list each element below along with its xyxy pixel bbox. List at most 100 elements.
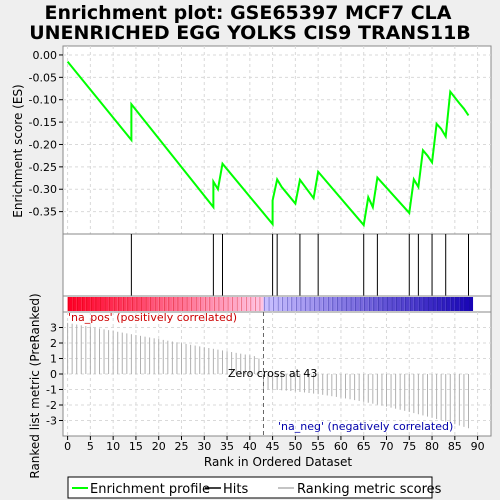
x-tick-label: 60 [334,440,348,453]
enrichment-profile-line [66,61,470,228]
color-bar-segment [418,297,423,311]
color-bar-segment [268,297,273,311]
color-bar-segment [459,297,464,311]
color-bar-segment [154,297,159,311]
color-bar-segment [281,297,287,311]
color-bar-segment [149,297,155,311]
color-bar-segment [190,297,196,311]
es-y-tick-label: -0.05 [29,71,57,84]
x-tick-label: 55 [311,440,325,453]
color-bar-segment [227,297,232,311]
x-tick-label: 20 [152,440,166,453]
x-axis: 0 5 10 15 20 25 30 35 40 45 50 55 60 65 70 75 80 85 90 [64,436,485,453]
color-bar-segment [427,297,433,311]
es-y-tick-label: -0.20 [29,138,57,151]
color-bar-segment [99,297,105,311]
es-y-axis: 0.00 -0.05 -0.10 -0.15 -0.20 -0.25 -0.30 -0.35 [29,49,63,219]
metric-y-axis-label: Ranked list metric (PreRanked) [28,293,42,478]
color-bar-segment [354,297,360,311]
color-bar-segment [258,297,264,311]
color-bar-segment [368,297,373,311]
color-bar-segment [76,297,82,311]
color-bar-segment [318,297,323,311]
color-bar-segment [391,297,396,311]
x-tick-label: 50 [288,440,302,453]
color-bar-segment [113,297,118,311]
es-y-tick-label: -0.10 [29,94,57,107]
color-bar-segment [363,297,369,311]
color-bar-segment [72,297,77,311]
color-bar-segment [345,297,351,311]
color-bar-segment [217,297,223,311]
zero-cross-annotation: Zero cross at 43 [228,367,317,380]
x-tick-label: 85 [448,440,462,453]
color-bar-segment [245,297,250,311]
color-bar-segment [454,297,460,311]
ranking-metric-bars [67,322,469,429]
color-bar-segment [222,297,228,311]
color-bar-segment [131,297,136,311]
color-bar-segment [441,297,446,311]
x-tick-label: 65 [357,440,371,453]
metric-y-tick-label: 0 [50,368,57,381]
color-bar-segment [236,297,241,311]
color-bar-segment [395,297,401,311]
color-bar-segment [336,297,341,311]
color-bar-segment [377,297,382,311]
metric-y-tick-label: 3 [50,322,57,335]
x-tick-label: 70 [379,440,393,453]
x-tick-label: 10 [106,440,120,453]
color-bar-segment [108,297,114,311]
color-bar-segment [327,297,332,311]
x-tick-label: 75 [402,440,416,453]
color-bar-segment [409,297,414,311]
es-y-tick-label: -0.35 [29,206,57,219]
x-axis-label: Rank in Ordered Dataset [204,455,352,469]
x-tick-label: 90 [471,440,485,453]
x-tick-label: 25 [174,440,188,453]
color-bar-segment [372,297,378,311]
color-bar-segment [309,297,314,311]
color-bar-segment [85,297,91,311]
x-tick-label: 35 [220,440,234,453]
color-bar-segment [135,297,141,311]
metric-y-tick-label: -1 [46,384,57,397]
color-bar-segment [299,297,305,311]
metric-y-tick-label: -3 [46,415,57,428]
color-bar-segment [163,297,168,311]
legend-profile-label: Enrichment profile [90,482,210,497]
color-bar-segment [413,297,419,311]
color-bar-segment [386,297,392,311]
legend-metric-label: Ranking metric scores [297,482,442,497]
color-bar-segment [331,297,337,311]
es-y-tick-label: -0.30 [29,183,57,196]
hits-markers [130,234,469,296]
color-bar-segment [158,297,164,311]
es-y-tick-label: 0.00 [33,49,58,62]
color-bar-segment [450,297,455,311]
x-tick-label: 80 [425,440,439,453]
color-bar-segment [167,297,173,311]
color-bar-segment [350,297,355,311]
color-bar-segment [463,297,469,311]
color-bar-segment [263,297,269,311]
chart-title-line-2: UNENRICHED EGG YOLKS CIS9 TRANS11B [29,22,471,44]
es-y-tick-label: -0.15 [29,116,57,129]
color-bar-segment [272,297,278,311]
es-y-axis-label: Enrichment score (ES) [11,84,25,217]
color-bar-segment [277,297,282,311]
color-bar-segment [240,297,246,311]
color-bar-segment [340,297,346,311]
color-bar-segment [249,297,255,311]
legend-hits-label: Hits [223,482,248,497]
color-bar-segment [145,297,150,311]
x-tick-label: 0 [64,440,71,453]
color-bar-segment [117,297,123,311]
color-bar-segment [304,297,310,311]
color-bar-segment [231,297,237,311]
es-y-tick-label: -0.25 [29,161,57,174]
color-bar-segment [208,297,214,311]
color-bar-segment [104,297,109,311]
color-bar-segment [126,297,132,311]
